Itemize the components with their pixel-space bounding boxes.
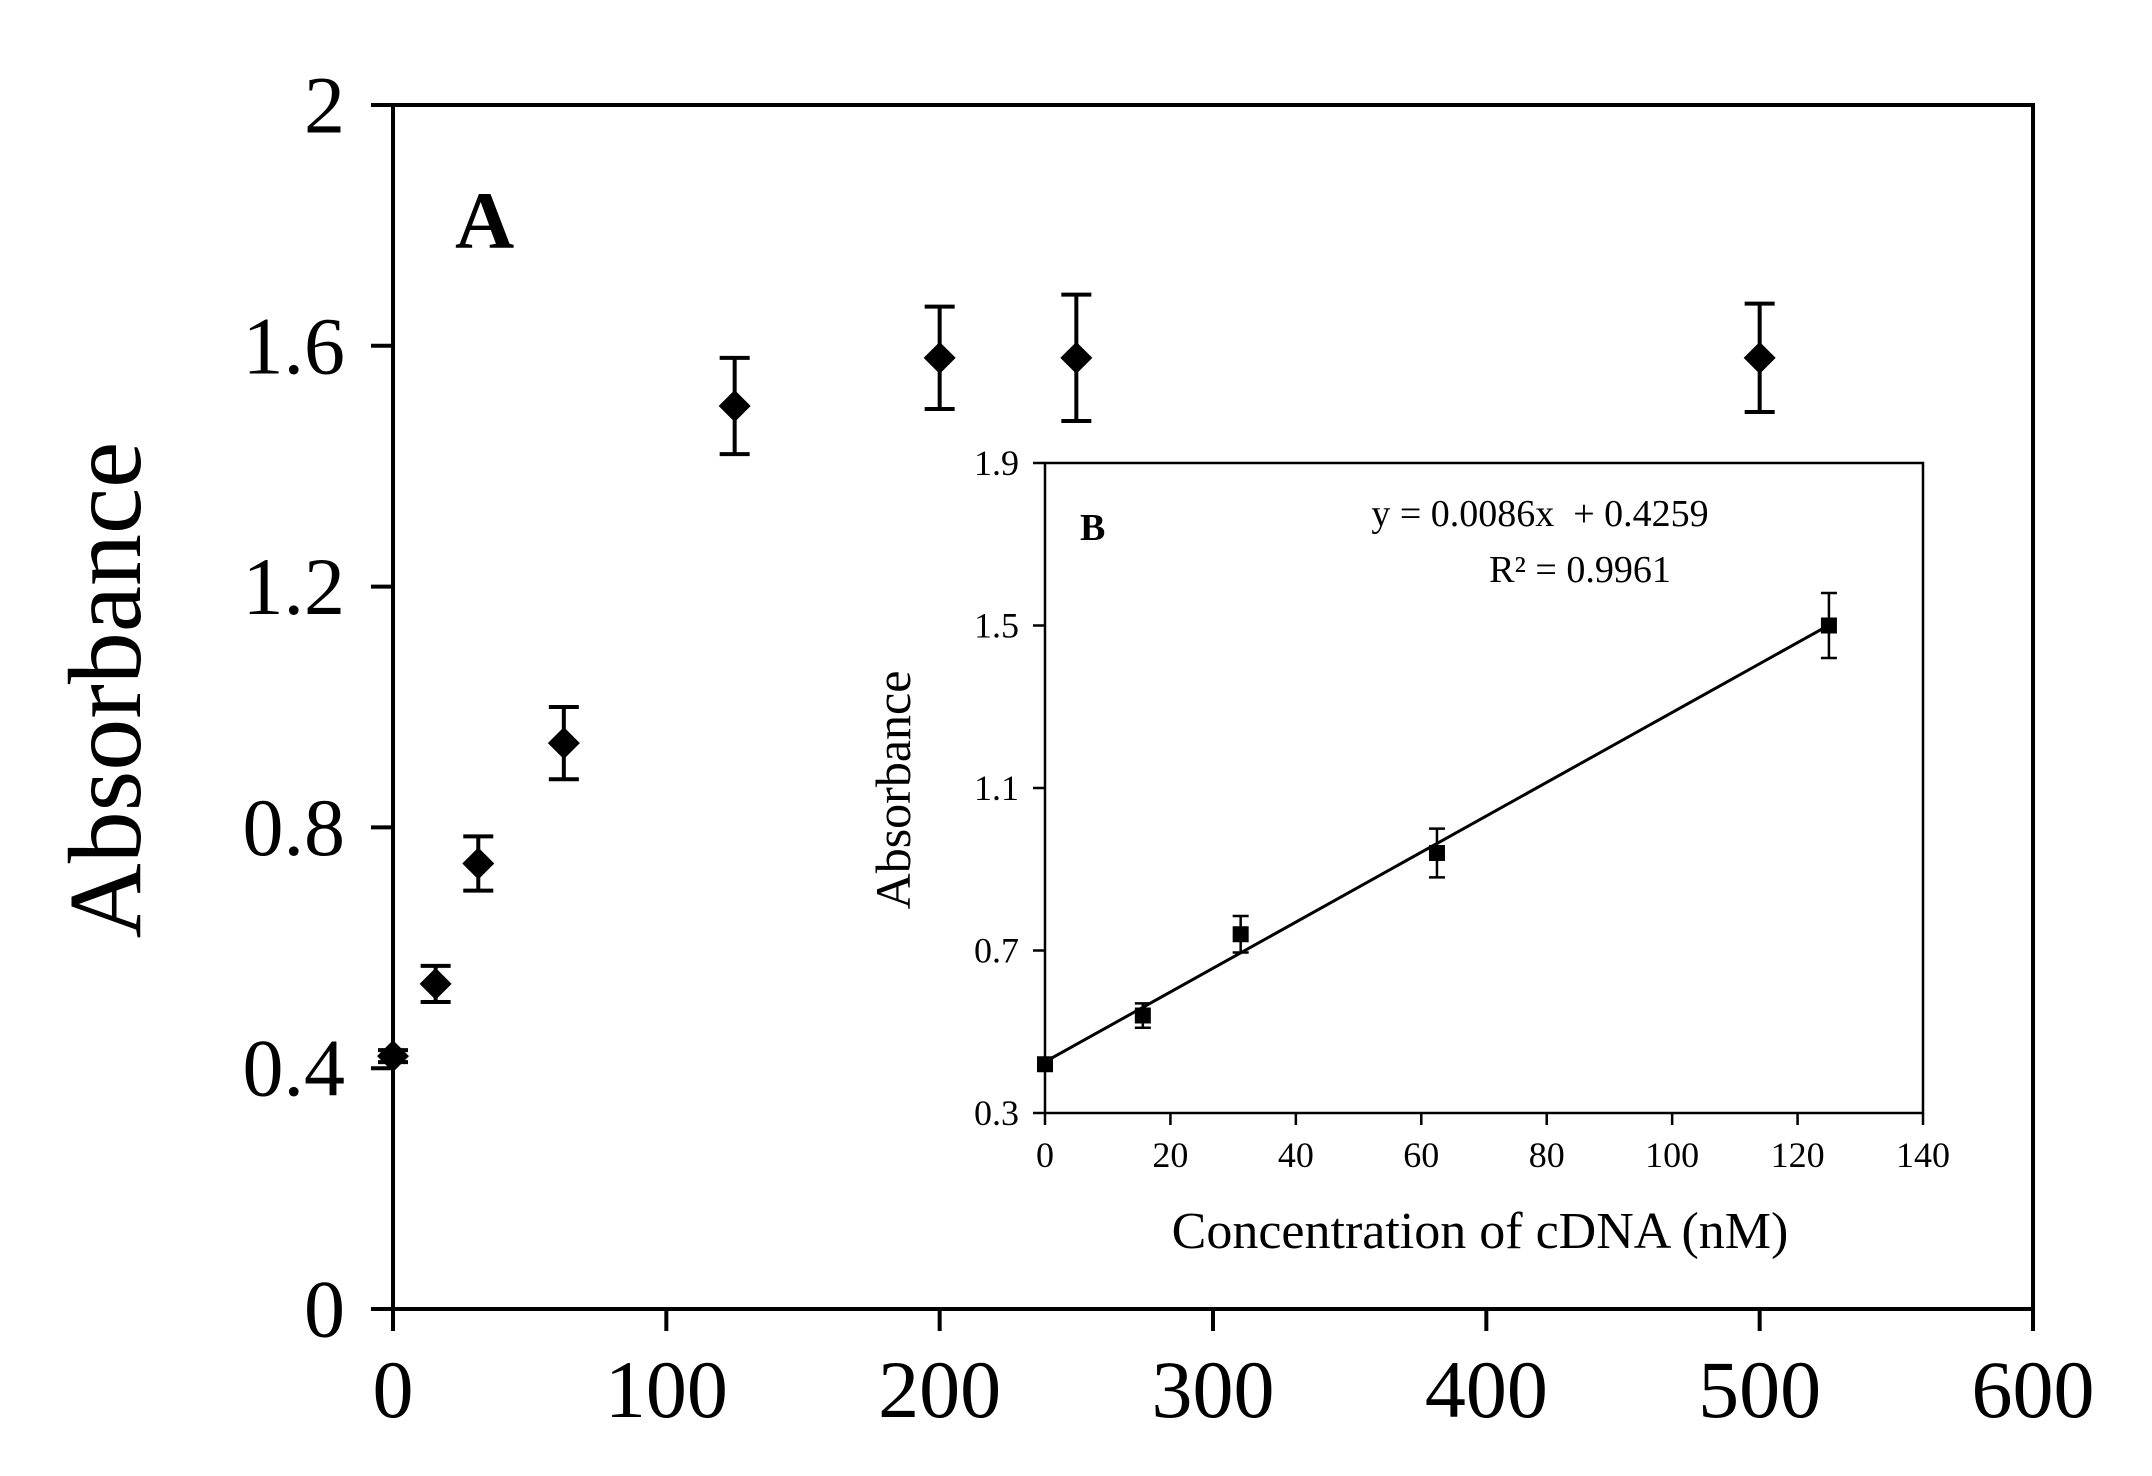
panel-b-square-marker [1232, 926, 1249, 943]
panel-b-equation: y = 0.0086x + 0.4259 [1371, 493, 1708, 535]
panel-b-x-tick-label: 120 [1771, 1135, 1825, 1175]
panel-a-x-tick-label: 300 [1152, 1344, 1275, 1435]
panel-b-y-tick-label: 1.9 [974, 443, 1019, 483]
panel-a-diamond-marker [419, 967, 452, 1000]
panel-a-diamond-marker [1743, 341, 1776, 374]
panel-b-x-tick-label: 60 [1403, 1135, 1439, 1175]
panel-a-y-tick-label: 1.2 [243, 541, 346, 632]
panel-b-x-tick-label: 140 [1896, 1135, 1950, 1175]
panel-a-x-tick-label: 400 [1425, 1344, 1548, 1435]
panel-b-x-tick-label: 80 [1529, 1135, 1565, 1175]
panel-a-y-tick-label: 0 [304, 1264, 345, 1355]
panel-a-y-axis-label: Absorbance [48, 442, 163, 939]
panel-a-diamond-marker [923, 341, 956, 374]
panel-b-y-tick-label: 1.5 [974, 606, 1019, 646]
panel-a-points [377, 341, 1776, 1073]
panel-a-x-tick-label: 100 [605, 1344, 728, 1435]
panel-b-inset: 0 20 40 60 80 100 120 140 0.3 0.7 1.1 1.5 1.9 B y =… [865, 443, 1950, 1260]
panel-b-y-tick-label: 0.3 [974, 1093, 1019, 1133]
panel-a-y-tick-label: 1.6 [243, 300, 346, 391]
panel-b-square-marker [1134, 1007, 1151, 1024]
panel-a-label: A [455, 175, 514, 266]
panel-b-r-squared: R² = 0.9961 [1489, 549, 1671, 591]
panel-b-y-axis-label: Absorbance [865, 671, 921, 910]
panel-b-x-axis-label: Concentration of cDNA (nM) [1172, 1203, 1789, 1260]
panel-a-x-tick-label: 0 [373, 1344, 414, 1435]
panel-a-x-ticks: 0 100 200 300 400 500 600 [373, 1309, 2095, 1435]
panel-b-y-tick-label: 0.7 [974, 931, 1019, 971]
panel-b-x-tick-label: 40 [1278, 1135, 1314, 1175]
panel-b-y-tick-label: 1.1 [974, 768, 1019, 808]
panel-a-y-ticks: 0 0.4 0.8 1.2 1.6 2 [243, 60, 393, 1355]
panel-a-x-tick-label: 200 [878, 1344, 1001, 1435]
panel-a: 0 100 200 300 400 500 600 00.40.81.21.62 A Abs… [48, 60, 2095, 1436]
panel-b-x-tick-label: 20 [1152, 1135, 1188, 1175]
panel-a-y-tick-label: 2 [304, 60, 345, 151]
panel-a-x-tick-label: 600 [1972, 1344, 2095, 1435]
panel-a-diamond-marker [547, 727, 580, 760]
panel-b-points [1037, 617, 1837, 1073]
panel-a-y-tick-label: 0.4 [243, 1023, 346, 1114]
panel-b-square-marker [1820, 617, 1837, 634]
panel-b-label: B [1080, 507, 1105, 549]
panel-a-diamond-marker [462, 847, 495, 880]
panel-b-x-tick-label: 0 [1036, 1135, 1054, 1175]
panel-a-diamond-marker [1060, 341, 1093, 374]
panel-a-diamond-marker [718, 390, 751, 422]
panel-b-y-ticks: 0.3 0.7 1.1 1.5 1.9 [974, 443, 1045, 1133]
panel-b-square-marker [1037, 1056, 1053, 1073]
panel-b-square-marker [1428, 845, 1445, 861]
panel-b-x-ticks: 0 20 40 60 80 100 120 140 [1036, 1113, 1950, 1175]
panel-a-y-tick-label: 0.8 [243, 782, 346, 873]
panel-a-diamond-marker [377, 1040, 409, 1073]
panel-a-x-tick-label: 500 [1698, 1344, 1821, 1435]
panel-b-x-tick-label: 100 [1645, 1135, 1699, 1175]
panel-b-background [1045, 463, 1923, 1113]
